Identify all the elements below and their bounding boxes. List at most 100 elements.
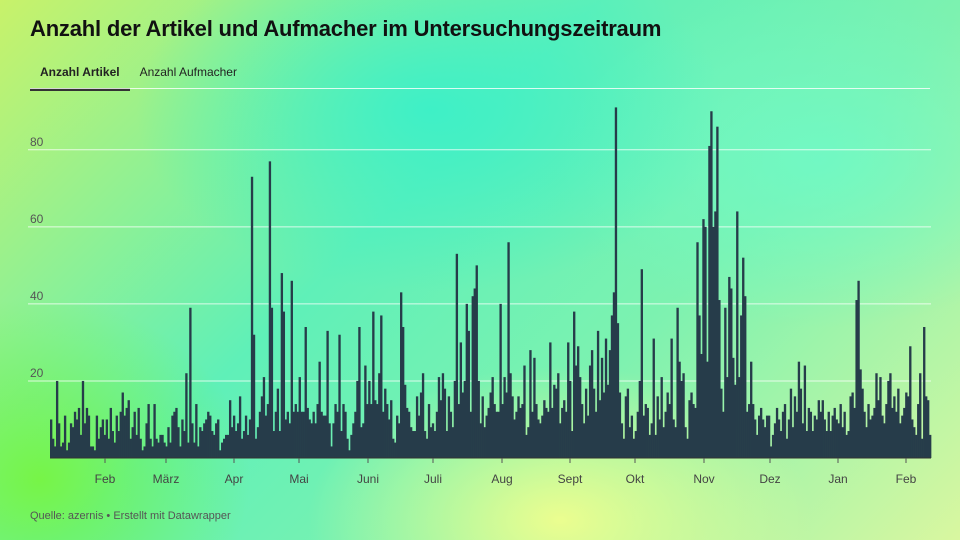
bar <box>845 434 848 458</box>
bar <box>696 242 699 458</box>
bar <box>435 411 439 458</box>
bar <box>573 311 576 458</box>
bar <box>771 434 775 458</box>
bar <box>205 419 208 458</box>
bar <box>258 411 262 458</box>
bar <box>266 404 270 458</box>
bar <box>618 392 622 458</box>
bar <box>230 427 234 458</box>
bar <box>232 415 236 458</box>
bar <box>682 373 685 458</box>
bar <box>809 411 813 458</box>
bar <box>487 407 490 458</box>
bar <box>598 400 602 458</box>
bar <box>445 431 449 458</box>
bar <box>463 380 466 458</box>
bar <box>624 396 628 458</box>
bar <box>119 411 122 458</box>
bar <box>405 407 409 458</box>
bar <box>382 411 385 458</box>
x-tick-label: Aug <box>491 472 512 486</box>
bar <box>215 423 218 458</box>
bar <box>346 438 349 458</box>
bar <box>823 419 826 458</box>
bar <box>592 388 596 458</box>
bar <box>799 388 803 458</box>
bar <box>750 361 753 458</box>
bar <box>503 377 506 458</box>
tab-anzahl-aufmacher[interactable]: Anzahl Aufmacher <box>139 65 237 79</box>
bar <box>173 411 176 458</box>
bar <box>519 407 522 458</box>
bar <box>710 111 713 458</box>
bar <box>654 434 657 458</box>
bar <box>883 423 886 458</box>
bar <box>403 384 407 458</box>
bar <box>413 431 417 458</box>
bar <box>893 396 896 458</box>
bar <box>284 419 288 458</box>
bar <box>889 373 892 458</box>
bar <box>415 396 419 458</box>
bar <box>829 431 832 458</box>
bar <box>545 407 548 458</box>
bar <box>169 442 172 458</box>
bar <box>511 396 514 458</box>
bar <box>797 361 801 458</box>
bar <box>402 327 405 458</box>
bar <box>240 438 244 458</box>
bar <box>557 373 560 458</box>
bar <box>871 415 874 458</box>
x-tick-label: Apr <box>225 472 244 486</box>
bar <box>286 411 289 458</box>
bar <box>268 161 272 458</box>
bar <box>477 380 480 458</box>
tab-anzahl-artikel[interactable]: Anzahl Artikel <box>30 64 130 91</box>
bar <box>223 438 226 458</box>
bar <box>376 404 379 458</box>
bar <box>153 404 156 458</box>
bar <box>270 307 274 458</box>
bar <box>795 411 799 458</box>
bar <box>602 392 606 458</box>
x-tick-label: Juni <box>357 472 379 486</box>
bar <box>356 380 359 458</box>
bar <box>658 419 661 458</box>
bar <box>475 265 478 458</box>
bar <box>85 407 89 458</box>
bar <box>628 427 632 458</box>
bar <box>292 411 295 458</box>
bar <box>855 300 858 458</box>
y-tick-label: 40 <box>30 289 44 303</box>
bar <box>825 431 828 458</box>
bar <box>706 361 709 458</box>
bar <box>569 380 572 458</box>
bar <box>449 411 453 458</box>
bar <box>322 415 325 458</box>
bar <box>791 427 795 458</box>
bar <box>759 407 763 458</box>
bar <box>497 411 500 458</box>
bar <box>366 404 369 458</box>
bar <box>217 419 220 458</box>
bar <box>127 400 130 458</box>
bar <box>455 253 459 458</box>
bar <box>577 346 580 458</box>
x-tick-label: Okt <box>626 472 645 486</box>
bar <box>117 431 120 458</box>
bar <box>499 303 502 458</box>
bar <box>390 400 393 458</box>
bar <box>604 338 608 458</box>
bar <box>89 446 93 458</box>
bar <box>312 411 315 458</box>
bar <box>336 411 339 458</box>
bar <box>123 415 126 458</box>
bar <box>899 423 902 458</box>
bar <box>547 411 550 458</box>
bar <box>81 380 85 458</box>
bar <box>909 346 912 458</box>
bar <box>881 415 884 458</box>
bar <box>686 438 689 458</box>
bar <box>409 427 413 458</box>
